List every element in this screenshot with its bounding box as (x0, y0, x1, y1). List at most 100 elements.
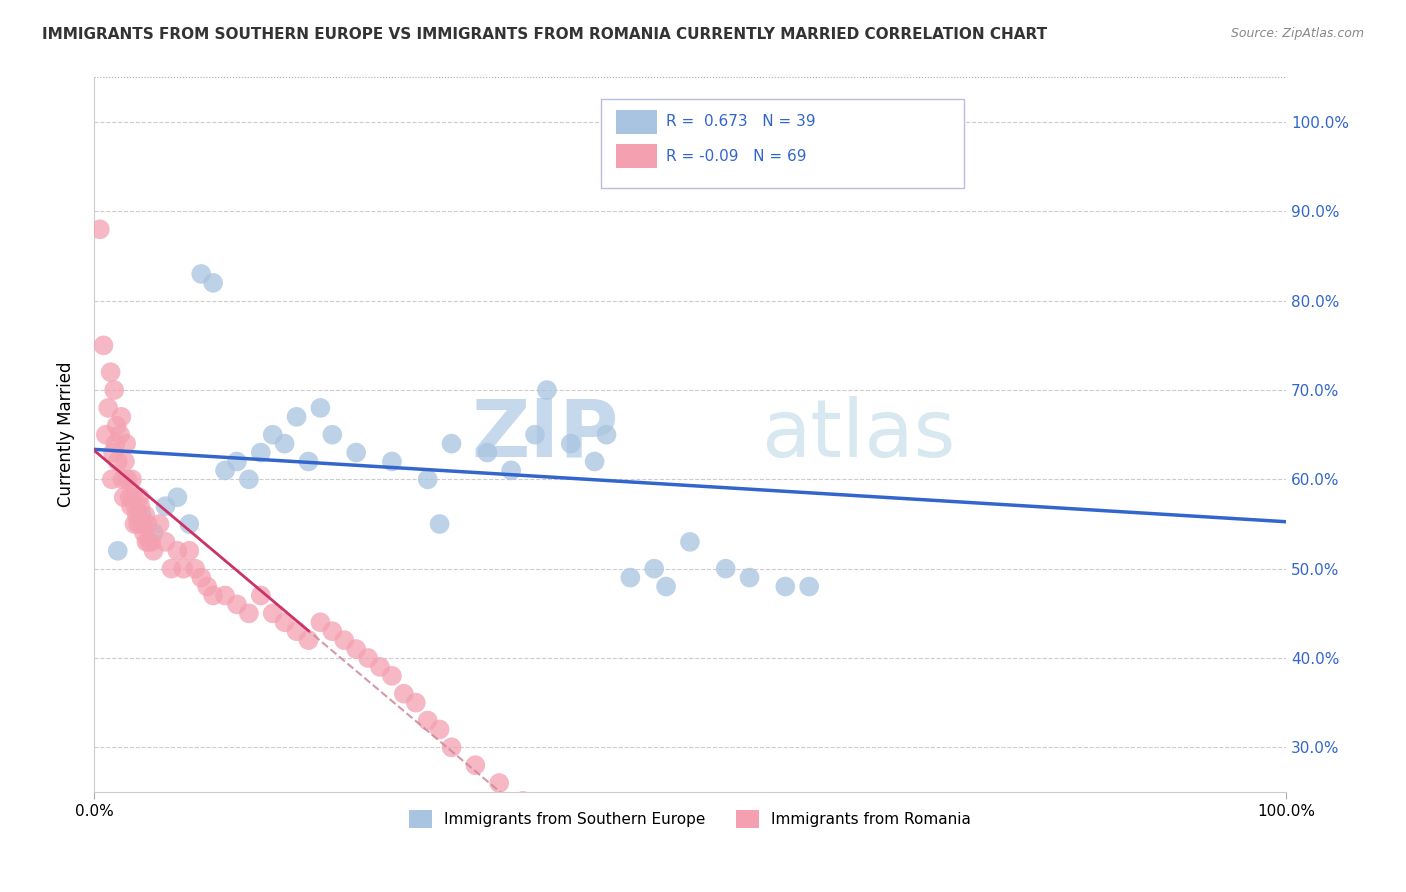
FancyBboxPatch shape (616, 110, 657, 134)
Point (238, 607, 260, 621)
Point (104, 436, 127, 450)
Point (679, 534, 702, 549)
Point (111, 472, 134, 486)
Point (250, 589, 273, 603)
Point (226, 454, 249, 468)
Point (166, 543, 188, 558)
Point (124, 516, 146, 531)
Point (105, 418, 128, 433)
Point (101, 445, 124, 459)
Point (250, 445, 273, 459)
Point (132, 525, 155, 540)
Point (523, 427, 546, 442)
Point (512, 794, 534, 808)
Point (477, 445, 499, 459)
Point (124, 499, 146, 513)
Point (108, 427, 131, 442)
Point (94, 427, 117, 442)
Point (273, 615, 295, 630)
Point (141, 534, 163, 549)
Text: Source: ZipAtlas.com: Source: ZipAtlas.com (1230, 27, 1364, 40)
Point (100, 365, 122, 379)
Point (135, 534, 157, 549)
Point (368, 660, 391, 674)
Point (93, 338, 115, 352)
Point (381, 669, 404, 683)
Point (89, 222, 111, 236)
Point (184, 562, 207, 576)
Point (536, 383, 558, 397)
Point (122, 490, 145, 504)
Point (160, 562, 183, 576)
Point (129, 499, 152, 513)
Text: R =  0.673   N = 39: R = 0.673 N = 39 (666, 114, 815, 129)
Text: ZIP: ZIP (471, 396, 619, 474)
Point (117, 472, 139, 486)
Point (344, 642, 367, 657)
Point (107, 543, 129, 558)
Point (344, 445, 367, 459)
Point (405, 696, 427, 710)
Point (202, 589, 225, 603)
Point (488, 776, 510, 790)
Point (273, 436, 295, 450)
Point (142, 525, 165, 540)
Point (797, 580, 820, 594)
Point (107, 454, 129, 468)
Point (155, 499, 177, 513)
Point (114, 454, 136, 468)
Point (333, 633, 356, 648)
Point (142, 543, 165, 558)
Point (118, 490, 141, 504)
Text: IMMIGRANTS FROM SOUTHERN EUROPE VS IMMIGRANTS FROM ROMANIA CURRENTLY MARRIED COR: IMMIGRANTS FROM SOUTHERN EUROPE VS IMMIG… (42, 27, 1047, 42)
Point (429, 516, 451, 531)
Point (166, 490, 188, 504)
Point (214, 463, 236, 477)
Point (643, 562, 665, 576)
Point (738, 571, 761, 585)
Point (775, 580, 797, 594)
Point (155, 534, 177, 549)
Point (285, 409, 308, 424)
Point (619, 571, 641, 585)
Point (297, 454, 319, 468)
Point (190, 571, 212, 585)
Point (179, 516, 201, 531)
Point (120, 499, 142, 513)
Point (179, 543, 201, 558)
Point (131, 516, 153, 531)
Point (262, 607, 284, 621)
Point (110, 409, 132, 424)
Point (357, 651, 380, 665)
Point (595, 427, 617, 442)
Point (112, 490, 135, 504)
Point (655, 580, 678, 594)
Point (202, 276, 225, 290)
Point (121, 472, 143, 486)
Point (464, 758, 486, 772)
FancyBboxPatch shape (600, 99, 965, 188)
Point (583, 454, 606, 468)
Point (416, 714, 439, 728)
Point (309, 615, 332, 630)
Point (172, 562, 194, 576)
Point (238, 472, 260, 486)
Point (285, 624, 308, 639)
Point (190, 267, 212, 281)
Point (115, 436, 138, 450)
Point (440, 436, 463, 450)
Point (416, 472, 439, 486)
Text: R = -0.09   N = 69: R = -0.09 N = 69 (666, 149, 807, 163)
Text: atlas: atlas (762, 396, 956, 474)
Point (429, 723, 451, 737)
Point (148, 516, 170, 531)
Point (125, 508, 148, 522)
Point (103, 383, 125, 397)
Point (392, 687, 415, 701)
Legend: Immigrants from Southern Europe, Immigrants from Romania: Immigrants from Southern Europe, Immigra… (402, 804, 977, 834)
Point (128, 490, 150, 504)
Point (195, 580, 218, 594)
Point (127, 516, 149, 531)
Point (501, 463, 523, 477)
Point (214, 589, 236, 603)
